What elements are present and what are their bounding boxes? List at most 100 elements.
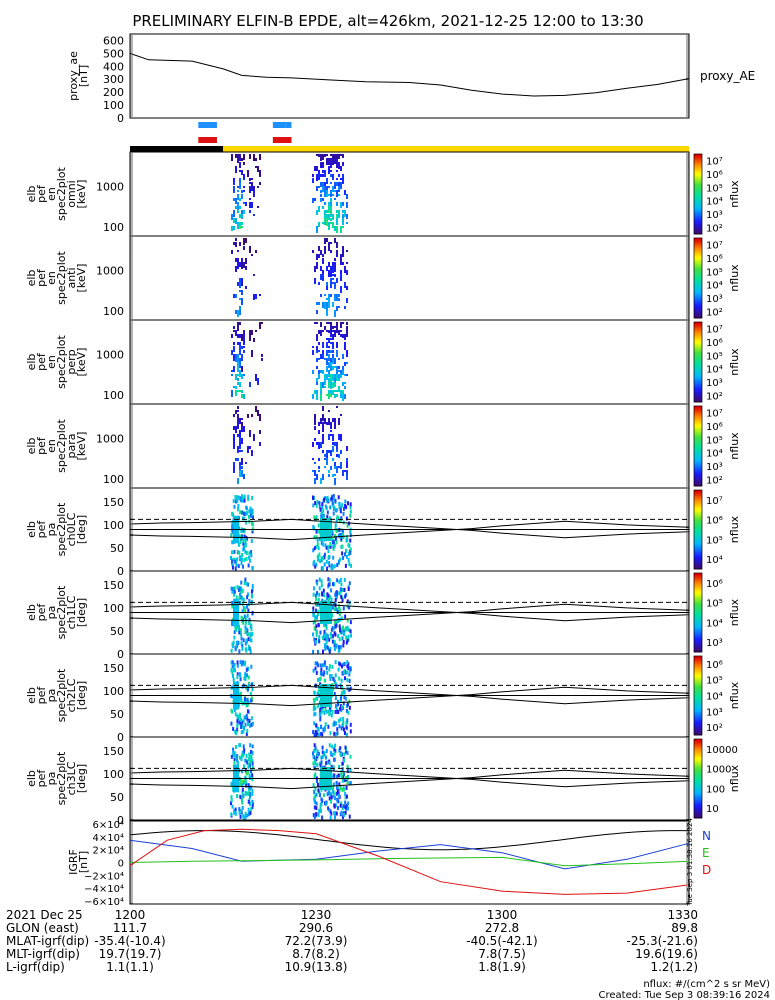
colorbar-cell [694,314,702,317]
anti-loss-cone-line [129,601,690,622]
spectrogram-pixel [237,434,239,437]
spectrogram-pixel [342,366,344,372]
pitch-angle-pixel [344,499,347,504]
colorbar-cell [694,555,702,558]
spectrogram-pixel [237,374,239,376]
spectrogram-pixel [243,162,245,165]
pitch-angle-pixel [333,731,336,736]
pitch-angle-pixel [239,628,242,633]
colorbar-tick: 10⁴ [706,555,723,566]
spectrogram-pixel [336,294,338,299]
pitch-angle-pixel [247,646,250,651]
pitch-angle-pixel [312,812,315,817]
spectrogram-pixel [324,238,326,244]
spectrogram-pixel [324,182,326,189]
pitch-angle-pixel [314,729,317,734]
spectrogram-pixel [324,246,326,251]
pitch-angle-pixel [241,588,244,593]
spectrogram-pixel [239,298,241,300]
colorbar-cell [694,515,702,519]
spectrogram-pixel [330,166,332,168]
spectrogram-pixel [330,430,332,432]
spectrogram-pixel [243,338,245,345]
pitch-angle-pixel [339,507,342,512]
spectrogram-pixel [257,378,259,385]
pitch-angle-pixel [247,608,250,613]
pitch-angle-pixel [338,782,341,787]
pitch-angle-pixel [232,512,235,517]
axis-label-line: IGRF [67,849,80,875]
pitch-angle-pixel [312,668,315,673]
colorbar-cell [694,796,702,799]
axis-label-line: pef [35,769,48,788]
pitch-angle-pixel [341,671,344,676]
spectrogram-pixel [340,322,342,328]
colorbar-cell [694,576,702,580]
pitch-angle-pixel [239,809,242,814]
spectrogram-pixel [342,382,344,386]
colorbar-cell [694,553,702,556]
spectrogram-pixel [314,426,316,430]
colorbar-cell [694,370,702,373]
pitch-angle-pixel [333,747,336,752]
pitch-angle-pixel [241,553,244,558]
spectrogram-pixel [259,170,261,177]
spectrogram-pixel [233,326,235,329]
pitch-angle-pixel [234,755,237,760]
pitch-angle-pixel [322,663,325,668]
colorbar-cell [694,222,702,225]
spectrogram-pixel [312,458,314,460]
colorbar-cell [694,336,702,339]
pitch-angle-pixel [328,761,331,766]
spectrogram-pixel [324,154,326,157]
spectrogram-pixel [342,154,344,158]
pitch-angle-pixel [234,627,237,632]
spectrogram-pixel [330,382,332,389]
pitch-angle-pixel [231,673,234,678]
axis-label-line: omni [65,180,78,207]
pitch-angle-pixel [248,773,251,778]
pitch-angle-pixel [251,788,254,793]
colorbar-frame [693,237,703,319]
pitch-angle-pixel [312,562,315,567]
pitch-angle-pixel [334,498,337,503]
pitch-angle-pixel [250,785,253,790]
spectrogram-pixel [322,422,324,426]
pitch-angle-pixel [243,780,246,785]
spectrogram-pixel [342,394,344,401]
pitch-angle-pixel [332,545,335,550]
spectrogram-pixel [322,170,324,173]
pitch-angle-pixel [240,698,243,703]
spectrogram-pixel [320,198,322,202]
colorbar-cell [694,663,702,667]
pitch-angle-pixel [313,749,316,754]
spectrogram-pixel [330,326,332,331]
pitch-angle-pixel [340,678,343,683]
pitch-angle-pixel [339,590,342,595]
pitch-angle-pixel [349,529,352,534]
colorbar-cell [694,268,702,271]
pitch-angle-pixel [335,595,338,600]
tick-label: −2×10⁴ [84,871,124,882]
spectrogram-pixel [334,466,336,469]
pitch-angle-pixel [239,715,242,720]
pitch-angle-pixel [331,639,334,644]
spectrogram-pixel [324,418,326,424]
pitch-angle-pixel [324,622,327,627]
axis-label-line: [nT] [77,65,90,87]
spectrogram-pixel [342,182,344,184]
spectrogram-pixel [344,210,346,217]
colorbar-cell [694,202,702,205]
colorbar-cell [694,446,702,449]
axis-label-line: pef [35,686,48,705]
footer-value: -35.4(-10.4) [94,934,165,948]
spectrogram-pixel [326,298,328,300]
spectrogram-pixel [322,382,324,388]
pitch-angle-pixel [312,754,315,759]
spectrogram-pixel [324,214,326,218]
pitch-angle-pixel [345,732,348,737]
spectrogram-pixel [340,258,342,265]
spectrogram-pixel [239,198,241,201]
pitch-angle-pixel [230,812,233,817]
axis-label-line: en [45,355,58,369]
